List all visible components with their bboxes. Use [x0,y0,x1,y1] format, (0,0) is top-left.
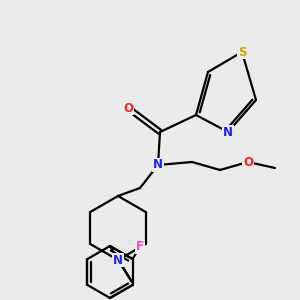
Text: F: F [136,241,144,254]
Text: O: O [123,101,133,115]
Text: N: N [153,158,163,172]
Text: O: O [243,155,253,169]
Text: S: S [238,46,246,59]
Text: N: N [223,125,233,139]
Text: N: N [113,254,123,266]
